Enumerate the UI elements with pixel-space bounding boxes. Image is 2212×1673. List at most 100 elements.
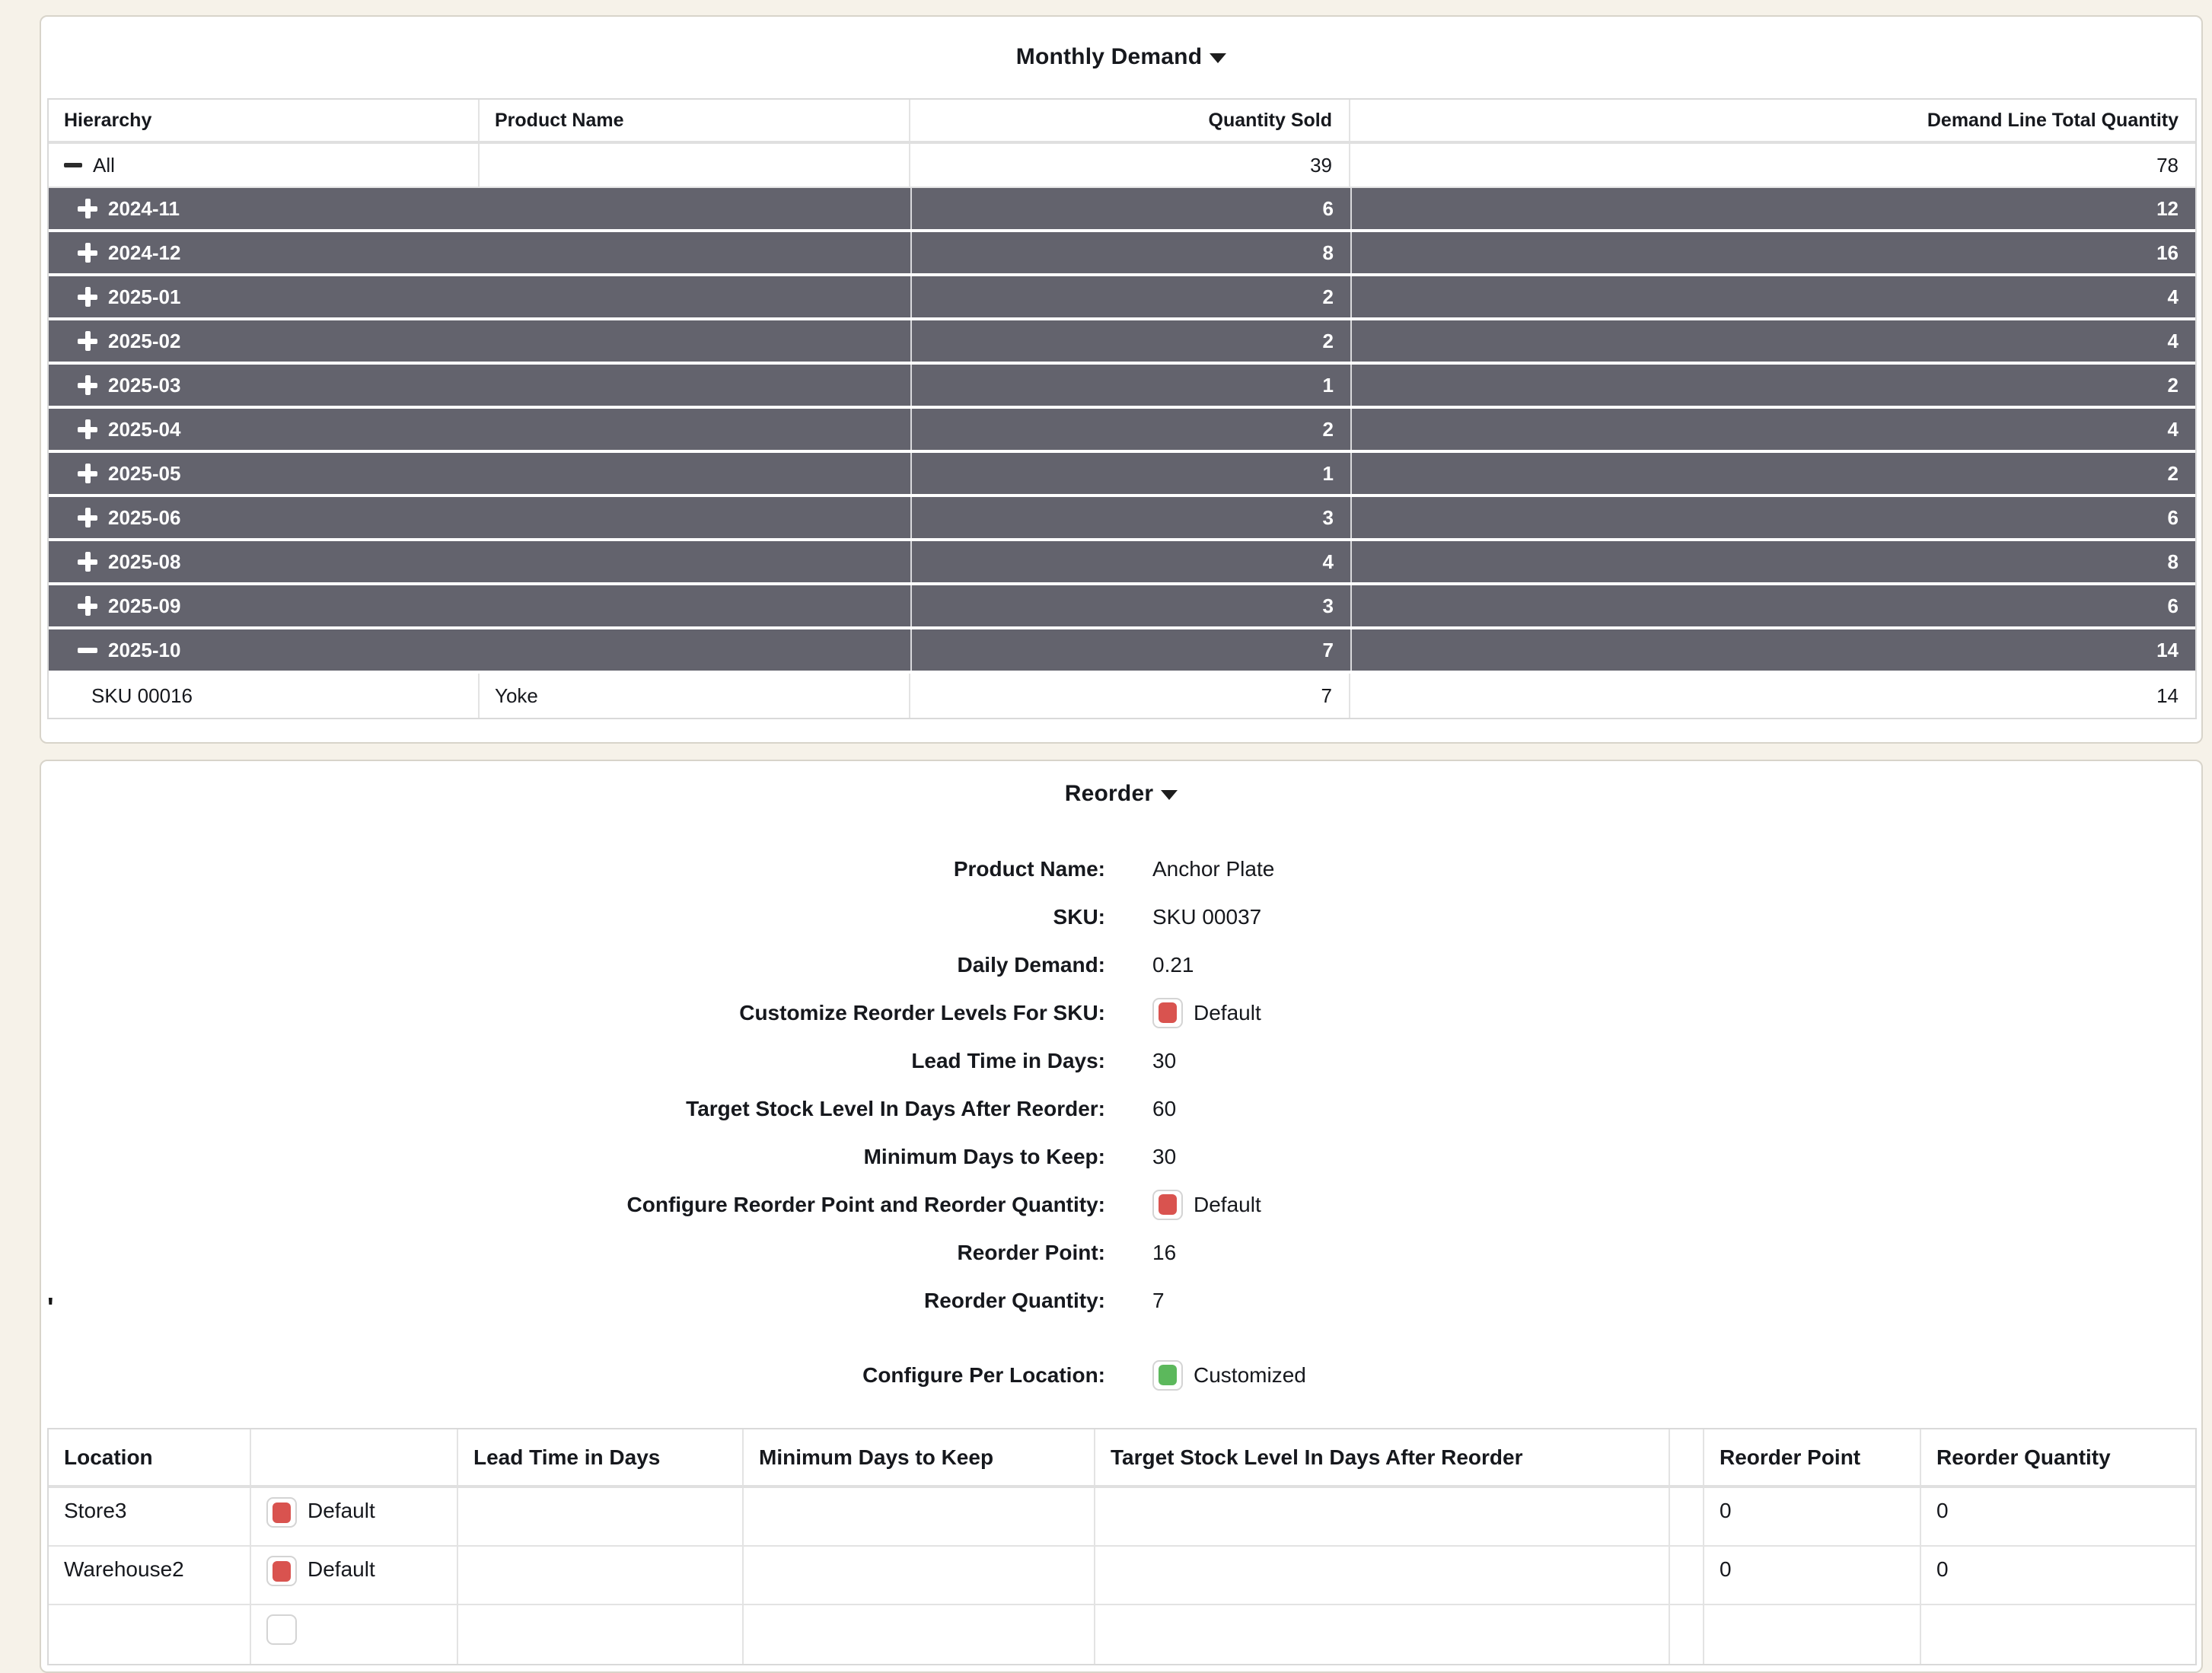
quantity-sold-value: 7 <box>912 629 1352 671</box>
column-header-hierarchy: Hierarchy <box>49 100 480 141</box>
row-label: 2025-08 <box>108 550 181 573</box>
field-row-sku: SKU: SKU 00037 <box>41 893 2201 941</box>
collapse-icon[interactable] <box>64 163 82 167</box>
location-default-checkbox[interactable] <box>266 1614 297 1645</box>
expand-icon[interactable] <box>78 508 97 527</box>
field-label: Lead Time in Days: <box>911 1048 1105 1072</box>
field-label: Reorder Point: <box>957 1240 1105 1264</box>
red-status-icon <box>1159 1194 1177 1215</box>
hierarchy-row-month[interactable]: 2025-01 2 4 <box>49 276 2195 320</box>
expand-icon[interactable] <box>78 243 97 263</box>
lead-time-cell[interactable] <box>458 1488 744 1545</box>
checkbox-label: Default <box>1194 1192 1261 1216</box>
configure-per-location-checkbox[interactable] <box>1152 1359 1183 1391</box>
quantity-sold-value: 2 <box>912 276 1352 317</box>
demand-total-value: 16 <box>2156 241 2179 264</box>
minimum-days-cell[interactable] <box>744 1547 1095 1604</box>
row-label: All <box>93 153 115 177</box>
monthly-demand-title[interactable]: Monthly Demand <box>41 17 2201 70</box>
row-label: 2025-02 <box>108 329 181 352</box>
demand-total-value: 12 <box>2156 196 2179 220</box>
field-value: 30 <box>1152 1048 1177 1072</box>
field-value: 30 <box>1152 1144 1177 1168</box>
column-header-blank <box>251 1429 458 1485</box>
field-label: Daily Demand: <box>957 952 1106 977</box>
quantity-sold-value: 39 <box>910 144 1350 186</box>
field-value: Anchor Plate <box>1152 856 1275 881</box>
hierarchy-row-month[interactable]: 2025-04 2 4 <box>49 409 2195 453</box>
column-header-demand-total: Demand Line Total Quantity <box>1927 109 2179 131</box>
hierarchy-row-month-expanded[interactable]: 2025-10 7 14 <box>49 629 2195 674</box>
hierarchy-row-month[interactable]: 2025-06 3 6 <box>49 497 2195 541</box>
hierarchy-row-all[interactable]: All 39 78 <box>49 144 2195 188</box>
reorder-quantity-cell[interactable]: 0 <box>1936 1557 1949 1581</box>
column-header-lead-time: Lead Time in Days <box>458 1429 744 1485</box>
row-label: 2025-04 <box>108 417 181 441</box>
expand-icon[interactable] <box>78 287 97 307</box>
demand-total-value: 14 <box>2156 684 2179 707</box>
demand-total-value: 4 <box>2167 417 2179 441</box>
hierarchy-row-month[interactable]: 2024-11 6 12 <box>49 188 2195 232</box>
hierarchy-row-month[interactable]: 2025-08 4 8 <box>49 541 2195 585</box>
red-status-icon <box>273 1502 291 1523</box>
expand-icon[interactable] <box>78 331 97 351</box>
hierarchy-row-month[interactable]: 2025-05 1 2 <box>49 453 2195 497</box>
configure-reorder-point-checkbox[interactable] <box>1152 1189 1183 1220</box>
table-header-row: Hierarchy Product Name Quantity Sold Dem… <box>49 100 2195 144</box>
field-label: Reorder Quantity: <box>923 1288 1105 1312</box>
location-default-checkbox[interactable] <box>266 1556 297 1586</box>
hierarchy-row-month[interactable]: 2025-02 2 4 <box>49 320 2195 365</box>
lead-time-cell[interactable] <box>458 1547 744 1604</box>
checkbox-label: Default <box>1194 1000 1261 1025</box>
location-row-warehouse2: Warehouse2 Default 0 0 <box>49 1547 2195 1605</box>
field-row-minimum-days: Minimum Days to Keep: 30 <box>41 1133 2201 1181</box>
expand-icon[interactable] <box>78 464 97 483</box>
demand-total-value: 8 <box>2167 550 2179 573</box>
expand-icon[interactable] <box>78 552 97 572</box>
reorder-quantity-cell[interactable]: 0 <box>1936 1499 1949 1522</box>
demand-total-value: 78 <box>2156 153 2179 177</box>
quantity-sold-value: 7 <box>910 674 1350 718</box>
checkbox-label: Default <box>308 1499 375 1522</box>
reorder-point-cell[interactable]: 0 <box>1704 1547 1921 1604</box>
reorder-title[interactable]: Reorder <box>41 761 2201 807</box>
expand-icon[interactable] <box>78 419 97 439</box>
column-header-quantity-sold: Quantity Sold <box>910 100 1350 141</box>
field-row-product-name: Product Name: Anchor Plate <box>41 845 2201 893</box>
target-stock-cell[interactable] <box>1095 1547 1670 1604</box>
hierarchy-row-month[interactable]: 2024-12 8 16 <box>49 232 2195 276</box>
checkbox-label: Customized <box>1194 1362 1306 1387</box>
field-value: 0.21 <box>1152 952 1194 977</box>
field-label: Configure Per Location: <box>862 1362 1105 1387</box>
quantity-sold-value: 1 <box>912 365 1352 406</box>
green-status-icon <box>1159 1365 1177 1385</box>
stray-tick-mark: ' <box>47 1292 54 1323</box>
hierarchy-row-month[interactable]: 2025-03 1 2 <box>49 365 2195 409</box>
demand-total-value: 14 <box>2156 638 2179 661</box>
quantity-sold-value: 8 <box>912 232 1352 273</box>
field-row-customize-reorder-levels: Customize Reorder Levels For SKU: Defaul… <box>41 989 2201 1037</box>
field-label: Minimum Days to Keep: <box>863 1144 1105 1168</box>
quantity-sold-value: 6 <box>912 188 1352 229</box>
location-table: Location Lead Time in Days Minimum Days … <box>47 1428 2197 1665</box>
hierarchy-row-month[interactable]: 2025-09 3 6 <box>49 585 2195 629</box>
row-label: 2025-09 <box>108 594 181 617</box>
reorder-point-cell[interactable]: 0 <box>1704 1488 1921 1545</box>
minimum-days-cell[interactable] <box>744 1488 1095 1545</box>
expand-icon[interactable] <box>78 596 97 616</box>
field-row-reorder-quantity: Reorder Quantity: 7 <box>41 1276 2201 1324</box>
collapse-icon[interactable] <box>78 647 97 653</box>
target-stock-cell[interactable] <box>1095 1488 1670 1545</box>
quantity-sold-value: 2 <box>912 320 1352 362</box>
location-default-checkbox[interactable] <box>266 1497 297 1528</box>
column-header-product-name: Product Name <box>480 100 910 141</box>
expand-icon[interactable] <box>78 375 97 395</box>
row-label: 2025-06 <box>108 505 181 529</box>
expand-icon[interactable] <box>78 199 97 218</box>
field-value: 16 <box>1152 1240 1177 1264</box>
quantity-sold-value: 4 <box>912 541 1352 582</box>
location-cell: Warehouse2 <box>49 1547 251 1604</box>
customize-reorder-levels-checkbox[interactable] <box>1152 997 1183 1028</box>
row-label: 2024-11 <box>108 196 180 220</box>
field-row-configure-per-location: Configure Per Location: Customized <box>41 1351 2201 1399</box>
